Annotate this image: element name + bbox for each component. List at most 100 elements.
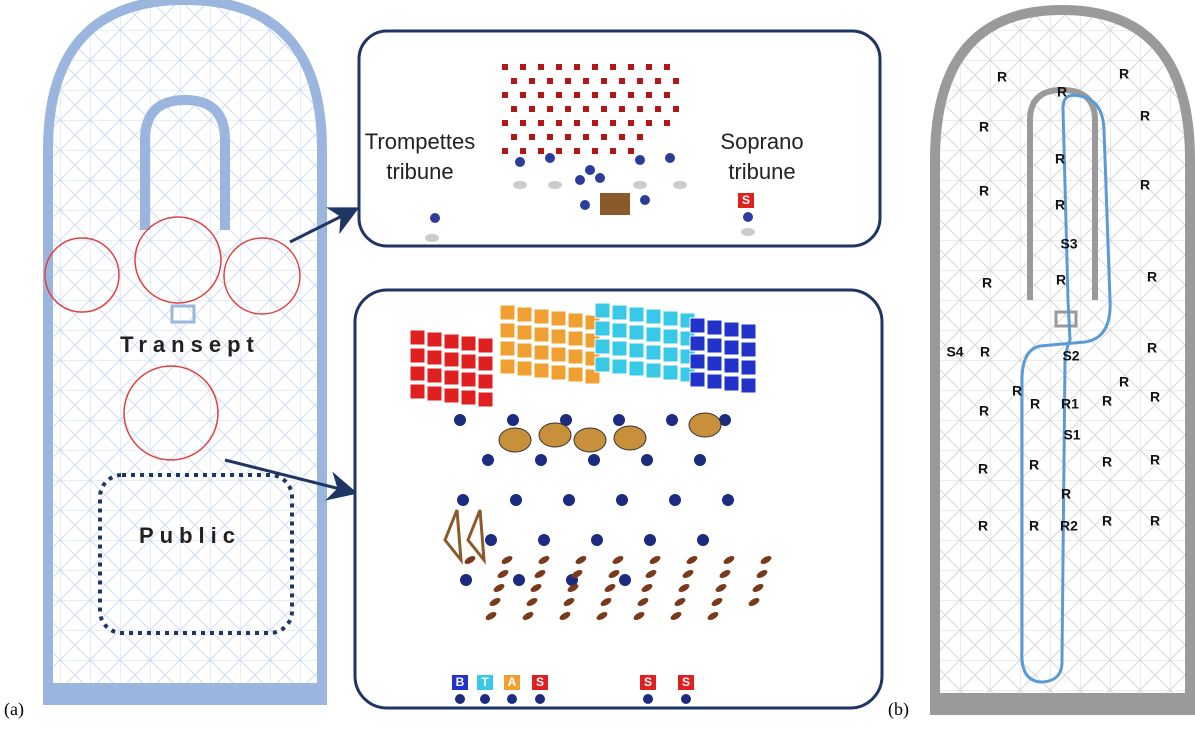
choir-seat [426, 385, 443, 402]
position-marker: R [979, 403, 989, 419]
string-instrument [608, 570, 620, 578]
music-stand [425, 234, 439, 242]
musician [515, 157, 525, 167]
position-marker: S2 [1062, 348, 1079, 364]
choir-seat [646, 64, 652, 70]
choir-seat [565, 78, 571, 84]
choir-seat [556, 92, 562, 98]
position-marker: R [1055, 151, 1065, 167]
choir-seat [533, 326, 550, 343]
string-instrument [711, 598, 723, 606]
string-instrument [567, 584, 579, 592]
position-markers: R R R R R R R R R S3 R R R S4 R S2 R R R R R R1 R R S1 R R R R R R R R2 R… [946, 66, 1160, 534]
position-marker: R [1140, 177, 1150, 193]
callout-label: Soprano [720, 129, 803, 154]
choir-seat [533, 308, 550, 325]
choir-seat [533, 344, 550, 361]
musician [510, 494, 522, 506]
choir-seat [511, 78, 517, 84]
musician [619, 574, 631, 586]
choir-seat [574, 120, 580, 126]
choir-seat [592, 92, 598, 98]
choir-seat [594, 302, 611, 319]
choir-seat [664, 64, 670, 70]
musician [545, 153, 555, 163]
choir-seat [619, 134, 625, 140]
zone-label: Transept [120, 332, 260, 357]
choir-seat [723, 357, 740, 374]
choir-seat [538, 92, 544, 98]
musician [485, 534, 497, 546]
soprano-marker-box [738, 193, 754, 208]
choir-seat [592, 120, 598, 126]
string-instrument [707, 612, 719, 620]
choir-seat [426, 331, 443, 348]
choir-seat [662, 364, 679, 381]
position-marker: S1 [1063, 427, 1080, 443]
choir-seat [619, 78, 625, 84]
choir-seat [516, 360, 533, 377]
choir-seat [516, 324, 533, 341]
musician [640, 195, 650, 205]
musician [616, 494, 628, 506]
musician [666, 414, 678, 426]
plan-b [930, 4, 1195, 715]
choir-seat [516, 306, 533, 323]
choir-seat [565, 106, 571, 112]
string-instrument [497, 570, 509, 578]
choir-seat [610, 120, 616, 126]
position-marker: R [1056, 272, 1066, 288]
musician [482, 454, 494, 466]
string-instrument [575, 556, 587, 564]
section-box [452, 675, 468, 690]
choir-seat [645, 362, 662, 379]
plan-a [43, 0, 327, 705]
musician [535, 454, 547, 466]
musician [635, 155, 645, 165]
string-instrument [760, 556, 772, 564]
choir-seat [547, 106, 553, 112]
musician [643, 694, 653, 704]
choir-seat [443, 333, 460, 350]
choir-seat [601, 134, 607, 140]
choir-seat [516, 342, 533, 359]
position-marker: R [978, 518, 988, 534]
musician [480, 694, 490, 704]
choir-seat [592, 148, 598, 154]
choir-seat [740, 377, 757, 394]
choir-seat [611, 340, 628, 357]
string-instrument [637, 598, 649, 606]
section-marker: T [481, 675, 489, 689]
choir-seat [706, 373, 723, 390]
choir-seat [443, 387, 460, 404]
choir-seat [637, 78, 643, 84]
string-instrument [600, 598, 612, 606]
section-marker: A [508, 675, 517, 689]
choir-seat [574, 148, 580, 154]
choir-seat [673, 106, 679, 112]
musician [538, 534, 550, 546]
choir-seat [628, 324, 645, 341]
position-marker: R [980, 344, 990, 360]
string-instrument [501, 556, 513, 564]
musician [669, 494, 681, 506]
position-marker: R [982, 275, 992, 291]
choir-seat [610, 148, 616, 154]
choir-seat [594, 338, 611, 355]
position-marker: R [1147, 340, 1157, 356]
position-marker: R [979, 119, 989, 135]
choir-seat [567, 330, 584, 347]
choir-seat [538, 148, 544, 154]
choir-seat [740, 341, 757, 358]
choir-seat [460, 371, 477, 388]
position-marker: R [1150, 452, 1160, 468]
music-stand [741, 228, 755, 236]
string-instrument [559, 612, 571, 620]
choir-seat [550, 364, 567, 381]
choir-seat [567, 312, 584, 329]
position-marker: R [997, 69, 1007, 85]
choir-seat [637, 134, 643, 140]
position-marker: R [978, 461, 988, 477]
musician [585, 165, 595, 175]
arrow [224, 458, 358, 501]
